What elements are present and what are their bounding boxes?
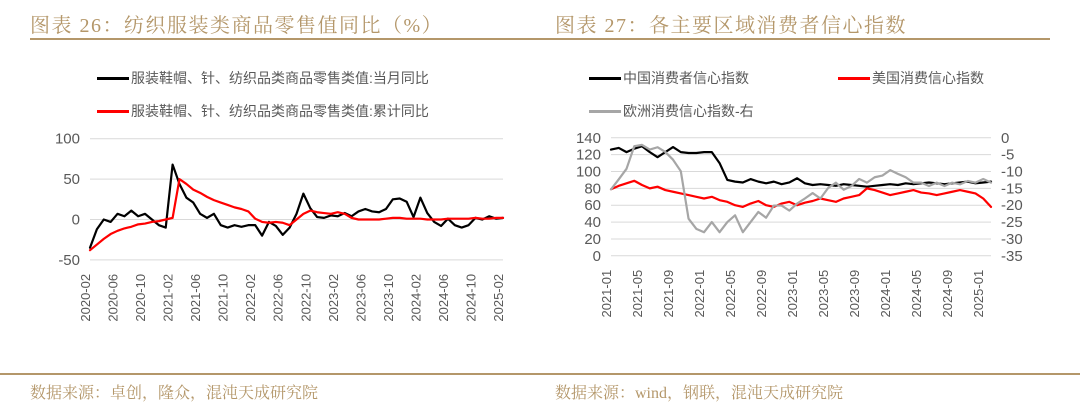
svg-text:2024-05: 2024-05 xyxy=(909,270,924,318)
svg-text:20: 20 xyxy=(584,231,601,248)
svg-text:60: 60 xyxy=(584,197,601,214)
svg-text:2025-01: 2025-01 xyxy=(971,270,986,318)
svg-text:2024-01: 2024-01 xyxy=(878,270,893,318)
svg-text:2024-09: 2024-09 xyxy=(940,270,955,318)
svg-text:80: 80 xyxy=(584,180,601,197)
svg-text:-5: -5 xyxy=(1001,147,1014,164)
svg-text:-35: -35 xyxy=(1001,248,1023,265)
svg-text:-25: -25 xyxy=(1001,214,1023,231)
svg-text:-20: -20 xyxy=(1001,197,1023,214)
svg-text:2021-01: 2021-01 xyxy=(599,270,614,318)
svg-text:2022-01: 2022-01 xyxy=(692,270,707,318)
svg-text:120: 120 xyxy=(576,147,601,164)
svg-text:2023-05: 2023-05 xyxy=(816,270,831,318)
svg-text:2021-09: 2021-09 xyxy=(661,270,676,318)
svg-text:40: 40 xyxy=(584,214,601,231)
svg-text:140: 140 xyxy=(576,130,601,147)
svg-text:2022-05: 2022-05 xyxy=(723,270,738,318)
svg-text:2022-09: 2022-09 xyxy=(754,270,769,318)
svg-text:-30: -30 xyxy=(1001,231,1023,248)
svg-text:100: 100 xyxy=(576,164,601,181)
svg-text:0: 0 xyxy=(593,248,601,265)
svg-text:-15: -15 xyxy=(1001,180,1023,197)
svg-text:2023-01: 2023-01 xyxy=(785,270,800,318)
svg-text:0: 0 xyxy=(1001,130,1009,147)
svg-text:2023-09: 2023-09 xyxy=(847,270,862,318)
svg-text:-10: -10 xyxy=(1001,164,1023,181)
svg-text:2021-05: 2021-05 xyxy=(630,270,645,318)
